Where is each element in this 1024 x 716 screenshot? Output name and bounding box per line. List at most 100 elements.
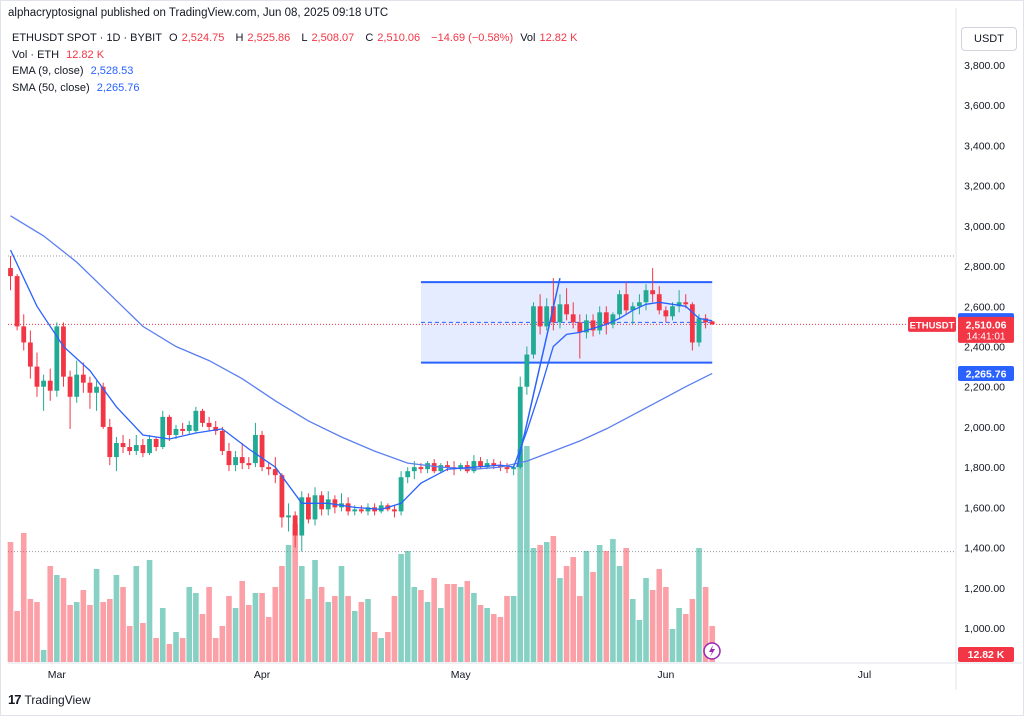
volume-bar <box>113 575 120 662</box>
candle <box>80 362 86 393</box>
volume-bar <box>332 596 338 662</box>
lightning-icon[interactable] <box>703 642 721 660</box>
candle <box>570 302 576 329</box>
candle-body <box>213 426 219 431</box>
volume-bar <box>140 623 146 662</box>
candle <box>107 418 113 466</box>
legend-close: C 2,510.06 <box>365 32 424 44</box>
candle-body <box>233 457 238 466</box>
candle-body <box>630 306 636 311</box>
y-tick-label: 3,200.00 <box>964 181 1005 193</box>
volume-bar <box>232 608 239 662</box>
volume-bar <box>259 593 265 662</box>
candle <box>689 302 695 351</box>
volume-bar <box>616 566 623 662</box>
candle <box>378 501 384 514</box>
volume-bar <box>298 566 305 662</box>
candle-body <box>584 320 589 333</box>
volume-bar <box>146 560 153 662</box>
x-tick-label: Apr <box>254 669 271 681</box>
candle-body <box>259 434 265 468</box>
volume-bar <box>431 578 437 662</box>
candle-body <box>392 509 397 512</box>
candle <box>292 511 298 548</box>
volume-bar <box>663 587 669 662</box>
x-tick-label: May <box>451 669 472 681</box>
volume-bar <box>623 548 629 662</box>
candle <box>246 457 252 470</box>
candle <box>637 294 642 315</box>
candle-body <box>458 465 464 470</box>
volume-bar <box>371 632 378 662</box>
candle-body <box>120 443 126 448</box>
candle <box>253 422 258 468</box>
open-value: 2,524.75 <box>181 32 225 44</box>
candle <box>577 314 583 359</box>
volume-indicator-label[interactable]: Vol · ETH <box>12 48 60 61</box>
candle <box>557 294 563 329</box>
volume-bar <box>577 596 583 662</box>
candle <box>186 420 192 435</box>
y-tick-label: 3,800.00 <box>964 60 1005 72</box>
volume-bar <box>543 542 550 662</box>
volume-bar <box>702 587 709 662</box>
candle-body <box>166 416 172 435</box>
volume-bar <box>40 650 47 662</box>
y-tick-label: 1,600.00 <box>964 502 1005 514</box>
y-tick-label: 1,200.00 <box>964 583 1005 595</box>
candle-body <box>8 268 13 277</box>
volume-bar <box>179 638 186 662</box>
y-tick-label: 2,800.00 <box>964 261 1005 273</box>
candle <box>670 302 675 321</box>
candle-body <box>484 463 490 468</box>
candle-body <box>696 318 702 343</box>
volume-bar <box>365 599 371 662</box>
candle <box>233 451 238 472</box>
candle-body <box>597 312 603 331</box>
volume-bar <box>27 599 34 662</box>
candle <box>584 314 589 339</box>
volume-badge: 12.82 K <box>958 647 1014 662</box>
candle-body <box>127 447 133 452</box>
volume-bar <box>351 611 358 662</box>
candle-body <box>332 499 338 508</box>
volume-bar <box>438 608 444 662</box>
legend-symbol[interactable]: ETHUSDT SPOT · 1D · BYBIT <box>12 32 162 44</box>
sma-50-line <box>10 215 713 470</box>
candle <box>239 443 245 470</box>
close-value: 2,510.06 <box>377 32 421 44</box>
candle <box>286 503 291 532</box>
volume-bar <box>80 590 87 662</box>
candle <box>14 274 20 331</box>
ema-value: 2,528.53 <box>90 65 134 77</box>
footer-branding: 17 TradingView <box>8 692 91 707</box>
candle-body <box>557 304 563 323</box>
volume-bar <box>226 596 232 662</box>
volume-bar <box>312 560 318 662</box>
rally-trend-line <box>516 277 561 468</box>
candle-body <box>670 306 675 317</box>
candle <box>617 290 622 319</box>
candle-body <box>590 320 596 331</box>
volume-bar <box>603 551 610 662</box>
candle <box>392 505 397 518</box>
volume-bar <box>451 584 457 662</box>
candle <box>590 314 596 337</box>
ema-label[interactable]: EMA (9, close) <box>12 65 84 77</box>
volume-bar <box>517 449 524 662</box>
sma-label[interactable]: SMA (50, close) <box>12 81 90 94</box>
volume-bar <box>391 596 398 662</box>
x-tick-label: Jun <box>657 669 674 681</box>
volume-bar <box>246 605 252 662</box>
volume-bar <box>570 557 576 662</box>
volume-bar <box>206 587 212 662</box>
candle-body <box>34 366 40 387</box>
tradingview-logo-icon: 17 <box>8 692 22 707</box>
volume-bar <box>682 614 689 662</box>
currency-button[interactable]: USDT <box>961 27 1017 51</box>
candle <box>27 330 33 379</box>
candle <box>650 268 656 303</box>
candle <box>213 420 219 435</box>
candle <box>623 282 629 315</box>
